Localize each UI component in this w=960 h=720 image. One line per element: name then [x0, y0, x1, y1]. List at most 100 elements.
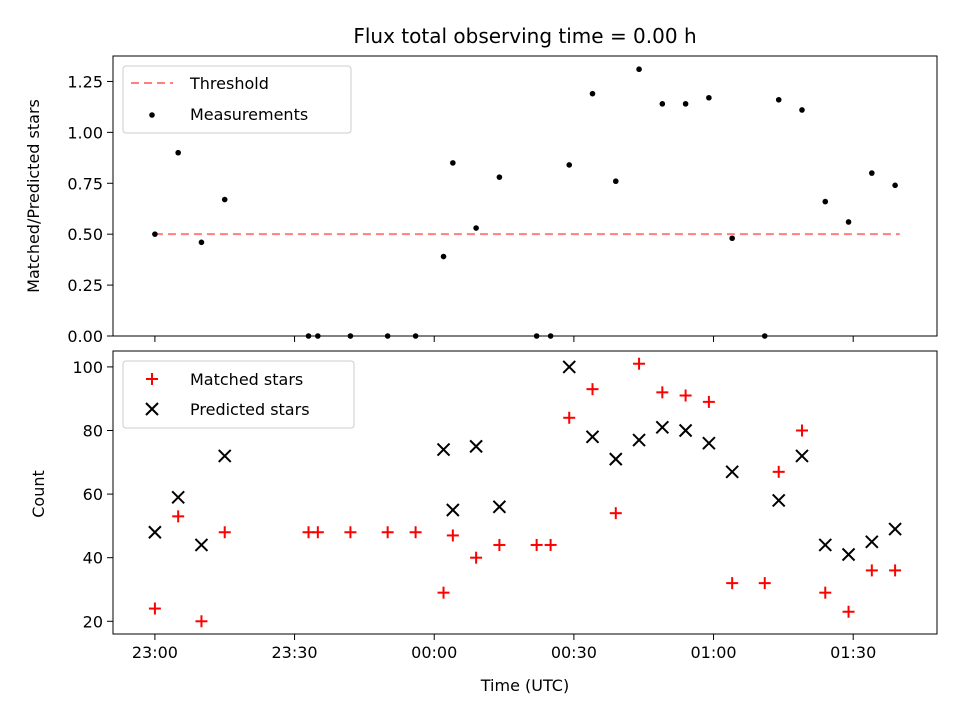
measurement-point	[845, 219, 852, 225]
y-tick-label: 100	[72, 358, 103, 377]
matched-star-point	[563, 411, 576, 424]
predicted-star-point	[888, 522, 902, 536]
y-tick-label: 0.50	[67, 225, 103, 244]
y-tick-label: 20	[83, 612, 103, 631]
measurement-point	[612, 178, 619, 185]
x-tick-label: 23:30	[272, 643, 318, 662]
legend-predicted-swatch	[145, 402, 159, 416]
bottom-legend: Matched stars Predicted stars	[122, 360, 355, 429]
top-legend-box	[122, 65, 352, 134]
predicted-star-point	[562, 360, 576, 374]
predicted-star-point	[818, 538, 832, 552]
y-tick-label: 0.25	[67, 276, 103, 295]
matched-star-point	[842, 605, 855, 618]
measurement-point	[636, 66, 642, 73]
measurement-point	[175, 149, 181, 156]
predicted-star-point	[492, 500, 507, 514]
measurement-point	[566, 162, 573, 168]
measurement-point	[822, 198, 829, 205]
y-tick-label: 1.25	[67, 72, 103, 91]
bottom-axes: 20 40 60 80 100 23:00 23:30 00:00 00:30 01:00 01:…	[29, 350, 938, 695]
top-axes-frame	[112, 55, 938, 337]
matched-star-point	[819, 586, 832, 599]
matched-star-point	[493, 538, 506, 551]
matched-star-point	[633, 357, 646, 370]
predicted-star-point	[469, 439, 483, 454]
legend-matched-label: Matched stars	[190, 370, 303, 389]
y-tick-label: 0.00	[67, 327, 103, 346]
predicted-star-point	[446, 503, 460, 517]
measurement-point	[450, 160, 456, 166]
matched-star-point	[679, 389, 692, 402]
top-y-axis-label: Matched/Predicted stars	[24, 99, 43, 293]
y-tick-label: 0.75	[67, 174, 103, 193]
bottom-x-ticks: 23:00 23:30 00:00 00:30 01:00 01:30	[132, 634, 876, 662]
chart-title: Flux total observing time = 0.00 h	[353, 24, 696, 48]
matched-star-point	[865, 564, 878, 577]
bottom-axes-frame	[112, 350, 938, 635]
y-tick-label: 80	[83, 421, 103, 440]
top-y-ticks: 0.00 0.25 0.50 0.75 1.00 1.25	[67, 72, 113, 346]
matched-star-point	[148, 602, 161, 615]
bottom-y-ticks: 20 40 60 80 100	[72, 358, 113, 631]
x-tick-label: 23:00	[132, 643, 178, 662]
measurement-point	[682, 101, 689, 107]
matched-star-point	[772, 465, 785, 478]
matched-star-point	[726, 577, 739, 590]
matched-star-point	[311, 526, 324, 539]
predicted-star-point	[194, 538, 209, 552]
measurement-point	[198, 239, 205, 246]
predicted-star-point	[585, 430, 600, 444]
measurement-point	[473, 225, 479, 231]
matched-star-point	[544, 538, 557, 551]
matched-star-point	[889, 564, 902, 577]
matched-star-point	[795, 424, 808, 437]
matched-star-point	[656, 386, 669, 399]
predicted-star-point	[841, 547, 856, 562]
legend-matched-swatch	[146, 373, 158, 385]
bottom-y-axis-label: Count	[29, 470, 48, 518]
matched-star-point	[172, 510, 185, 523]
matched-star-point	[218, 526, 231, 539]
measurement-point	[729, 235, 735, 242]
measurement-point	[440, 253, 447, 260]
matched-star-point	[609, 507, 622, 520]
measurement-point	[659, 101, 666, 107]
matched-star-points	[148, 357, 902, 628]
measurement-point	[221, 196, 228, 203]
predicted-star-point	[655, 420, 670, 435]
measurement-point	[775, 96, 782, 103]
top-axes: 0.00 0.25 0.50 0.75 1.00 1.25 Matched/Predict…	[24, 55, 938, 346]
predicted-star-point	[171, 490, 185, 504]
legend-predicted-label: Predicted stars	[190, 400, 310, 419]
matched-star-point	[586, 383, 599, 396]
matched-star-point	[758, 577, 771, 590]
predicted-star-point	[218, 449, 232, 463]
top-legend: Threshold Measurements	[122, 65, 352, 134]
measurement-point	[496, 174, 503, 180]
matched-star-point	[446, 529, 459, 542]
predicted-star-point	[436, 442, 451, 457]
y-tick-label: 60	[83, 485, 103, 504]
x-tick-label: 00:00	[411, 643, 457, 662]
legend-measurements-label: Measurements	[190, 105, 308, 124]
predicted-star-point	[678, 423, 693, 438]
x-tick-label: 01:30	[830, 643, 876, 662]
predicted-star-point	[702, 436, 716, 450]
matched-star-point	[437, 586, 450, 599]
matched-star-point	[381, 526, 394, 539]
measurement-point	[152, 231, 158, 237]
matched-star-point	[344, 526, 357, 539]
predicted-star-point	[795, 449, 809, 463]
matched-star-point	[409, 526, 422, 539]
predicted-star-points	[148, 360, 902, 562]
bottom-legend-box	[122, 360, 355, 429]
x-tick-label: 00:30	[551, 643, 597, 662]
measurement-point	[706, 94, 712, 101]
matched-star-point	[195, 615, 208, 628]
x-axis-label: Time (UTC)	[480, 676, 569, 695]
legend-threshold-label: Threshold	[189, 74, 269, 93]
y-tick-label: 40	[83, 549, 103, 568]
measurement-point	[799, 107, 805, 113]
